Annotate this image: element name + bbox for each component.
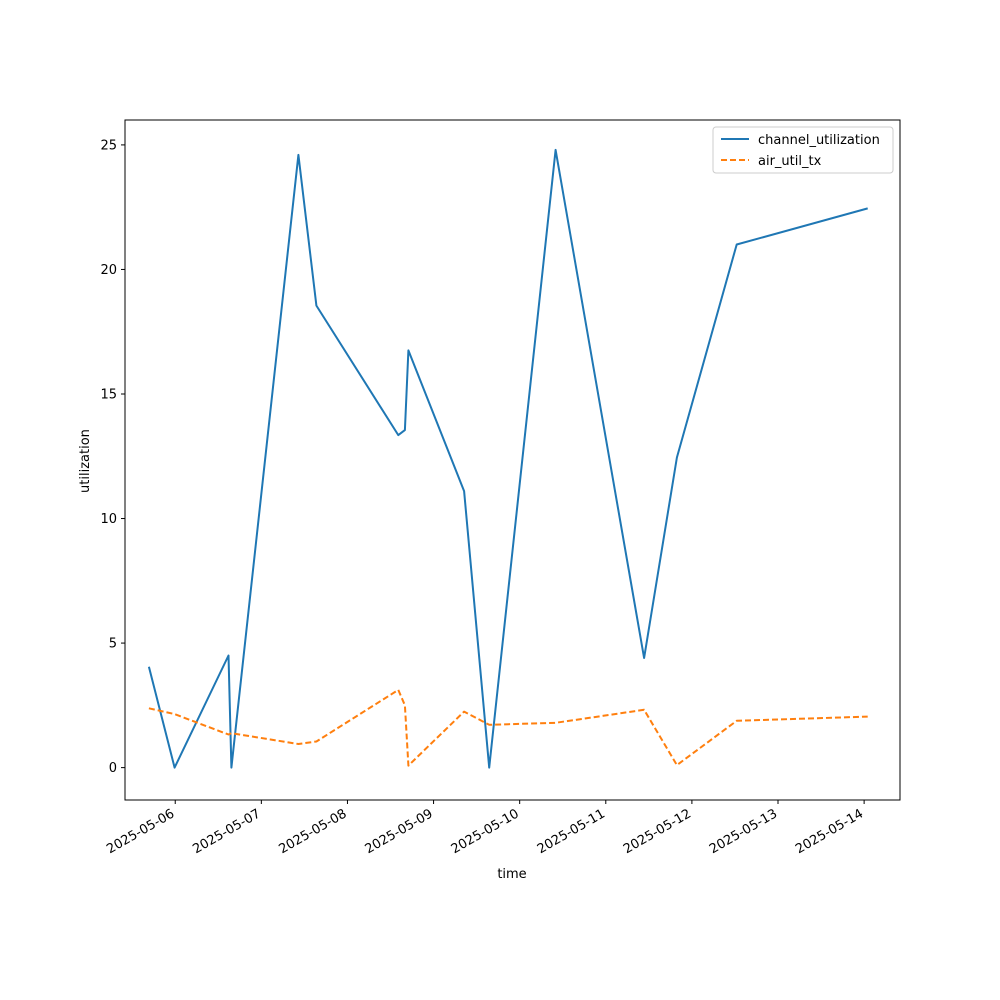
y-tick-label: 0 — [109, 761, 117, 776]
y-axis-ticks: 0 5 10 15 20 25 — [100, 138, 125, 776]
legend-box — [712, 126, 894, 174]
series-layer — [147, 148, 868, 769]
y-tick-label: 5 — [109, 637, 117, 652]
plot-frame — [124, 119, 901, 801]
legend-label-air-util-tx: air_util_tx — [758, 154, 822, 169]
y-tick-label: 25 — [100, 138, 117, 153]
series-line-air-util-tx — [148, 688, 868, 767]
y-tick-label: 20 — [100, 263, 117, 278]
x-axis-label: time — [497, 867, 526, 882]
series-line-channel-utilization — [147, 148, 868, 769]
legend: channel_utilization air_util_tx — [712, 126, 894, 174]
y-tick-label: 15 — [100, 387, 117, 402]
y-axis-label: utilization — [78, 429, 93, 493]
plot-area — [125, 120, 900, 800]
y-tick-label: 10 — [100, 512, 117, 527]
legend-label-channel-utilization: channel_utilization — [758, 133, 880, 148]
